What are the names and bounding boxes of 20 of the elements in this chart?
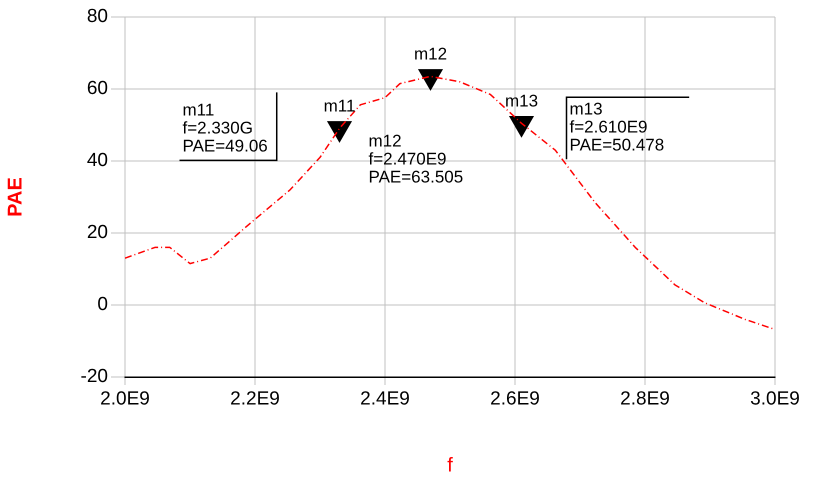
x-tick-label: 2.0E9: [100, 388, 150, 410]
annotation: m13: [504, 91, 538, 110]
x-tick-label: 2.6E9: [490, 388, 540, 410]
y-tick-label: 60: [86, 78, 108, 100]
y-tick-label: 0: [97, 294, 108, 316]
x-axis-title: f: [447, 454, 454, 477]
annotation: m11: [324, 96, 356, 116]
annotation: m12 f=2.470E9 PAE=63.505: [368, 132, 464, 187]
y-tick-label: 80: [86, 6, 108, 28]
x-tick-label: 2.4E9: [360, 388, 410, 410]
y-axis-title: PAE: [4, 177, 27, 217]
x-tick-label: 3.0E9: [750, 388, 800, 410]
annotation: m12: [414, 44, 448, 64]
x-tick-label: 2.8E9: [620, 388, 670, 410]
annotation: m13 f=2.610E9 PAE=50.478: [570, 99, 664, 154]
annotation: m11 f=2.330G PAE=49.06: [182, 100, 268, 156]
y-tick-label: -20: [80, 366, 108, 388]
x-tick-label: 2.2E9: [230, 388, 280, 410]
y-tick-label: 20: [86, 222, 108, 244]
y-tick-label: 40: [86, 150, 108, 172]
